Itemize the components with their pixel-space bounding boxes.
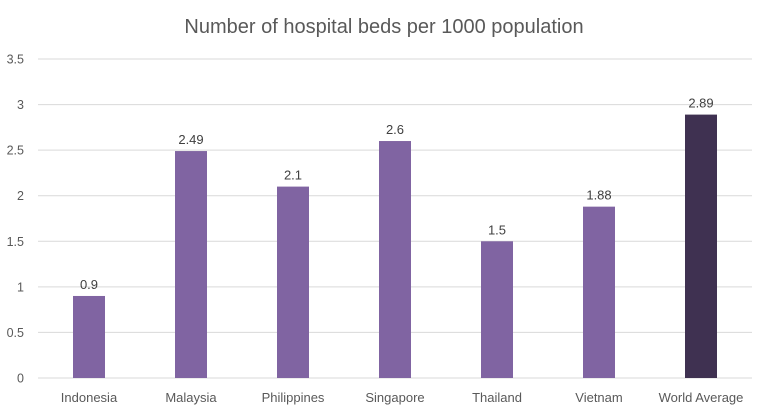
- data-label: 2.1: [284, 168, 302, 183]
- x-tick-label: Indonesia: [61, 390, 118, 405]
- x-tick-label: Malaysia: [165, 390, 217, 405]
- data-label: 1.5: [488, 222, 506, 237]
- y-tick-label: 1.5: [7, 235, 24, 249]
- data-label: 2.6: [386, 122, 404, 137]
- x-tick-label: Singapore: [365, 390, 424, 405]
- bars: [73, 114, 717, 379]
- data-label: 1.88: [586, 188, 611, 203]
- y-axis: 0 0.5 1 1.5 2 2.5 3 3.5: [7, 53, 24, 386]
- data-label: 2.89: [688, 96, 713, 111]
- y-tick-label: 2.5: [7, 144, 24, 158]
- data-label: 2.49: [178, 132, 203, 147]
- x-tick-label: World Average: [659, 390, 744, 405]
- bar-philippines: [277, 186, 309, 378]
- data-labels: 0.9 2.49 2.1 2.6 1.5 1.88 2.89: [80, 96, 714, 292]
- y-tick-label: 2: [17, 189, 24, 203]
- chart-title: Number of hospital beds per 1000 populat…: [184, 16, 583, 38]
- bar-singapore: [379, 141, 411, 378]
- bar-world-average: [685, 114, 717, 379]
- x-axis: Indonesia Malaysia Philippines Singapore Tha…: [61, 390, 744, 405]
- y-tick-label: 3: [17, 98, 24, 112]
- x-tick-label: Vietnam: [575, 390, 622, 405]
- y-tick-label: 1: [17, 280, 24, 294]
- y-tick-label: 0.5: [7, 326, 24, 340]
- x-tick-label: Philippines: [262, 390, 325, 405]
- data-label: 0.9: [80, 277, 98, 292]
- y-tick-label: 0: [17, 372, 24, 386]
- bar-indonesia: [73, 295, 105, 378]
- x-tick-label: Thailand: [472, 390, 522, 405]
- y-tick-label: 3.5: [7, 53, 24, 67]
- bar-vietnam: [583, 206, 615, 378]
- bar-thailand: [481, 241, 513, 378]
- bar-malaysia: [175, 151, 207, 378]
